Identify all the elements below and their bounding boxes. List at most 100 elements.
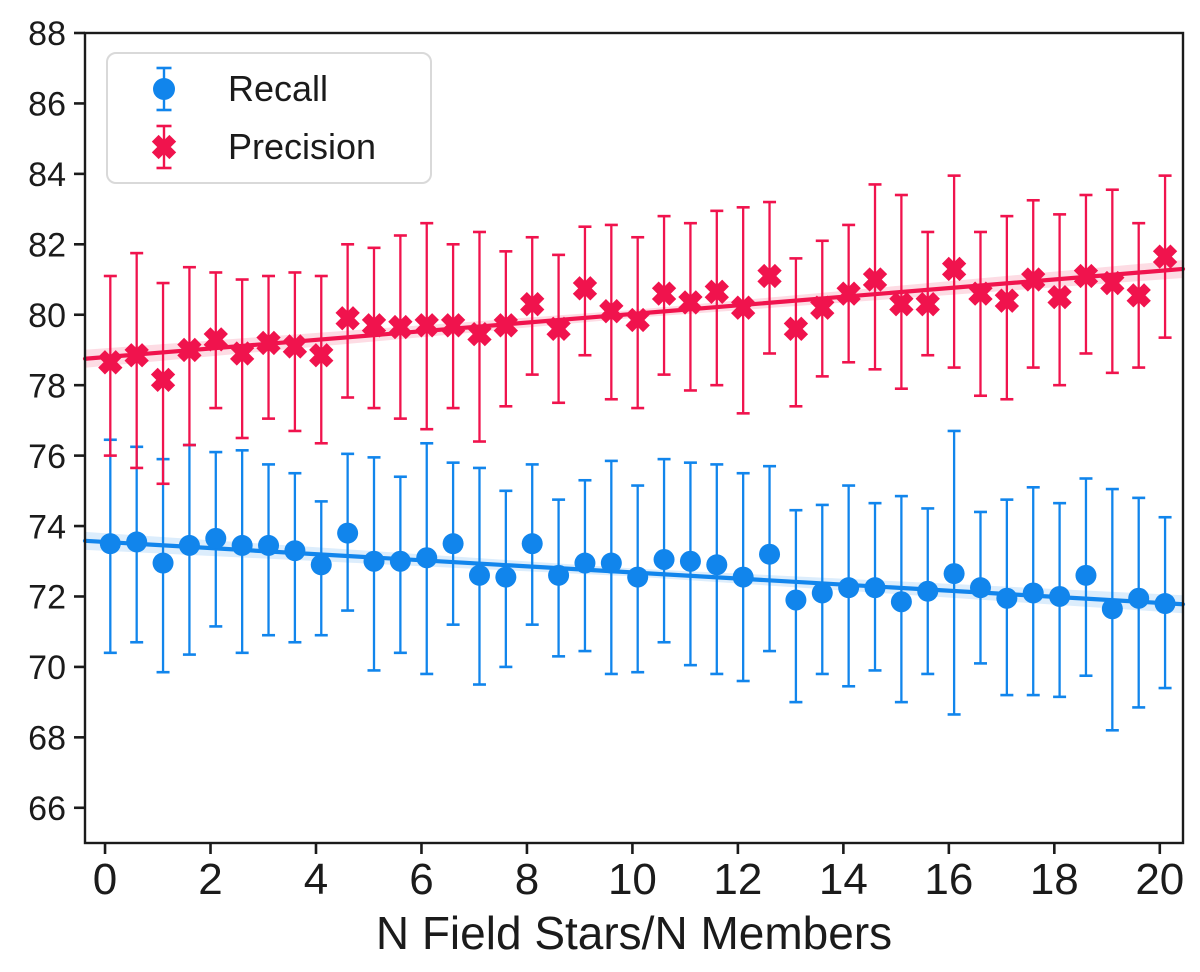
data-point-precision <box>731 295 756 320</box>
data-point-precision <box>1100 270 1125 296</box>
x-tick-label: 10 <box>608 855 657 904</box>
data-point-precision <box>599 299 624 324</box>
data-point-recall <box>706 554 728 576</box>
data-point-precision <box>836 281 861 306</box>
y-tick-label: 84 <box>28 156 66 194</box>
data-point-precision <box>520 292 545 317</box>
data-point-recall <box>838 577 860 599</box>
data-point-recall <box>337 522 359 544</box>
y-tick-label: 74 <box>28 508 66 546</box>
data-point-recall <box>574 552 596 574</box>
y-tick-label: 68 <box>28 720 66 758</box>
data-point-precision <box>757 263 782 289</box>
data-point-precision <box>1073 263 1099 289</box>
data-point-precision <box>309 343 334 368</box>
data-point-precision <box>678 290 703 315</box>
data-point-recall <box>811 582 833 604</box>
plot-border <box>83 31 1185 845</box>
x-tick-label: 12 <box>713 855 762 904</box>
x-tick-label: 6 <box>409 855 433 904</box>
data-point-recall <box>1049 585 1071 607</box>
data-point-recall <box>178 534 200 556</box>
data-point-recall <box>600 552 622 574</box>
data-point-precision <box>414 313 439 338</box>
x-tick-label: 4 <box>304 855 328 904</box>
data-point-recall <box>943 563 965 585</box>
data-point-recall <box>468 564 490 586</box>
data-point-recall <box>310 554 332 576</box>
data-point-precision <box>203 327 228 352</box>
data-point-recall <box>99 533 121 555</box>
data-point-recall <box>759 543 781 565</box>
data-point-precision <box>862 267 888 292</box>
data-point-precision <box>915 292 940 317</box>
recall-marker-icon <box>153 66 175 112</box>
data-point-precision <box>994 288 1020 313</box>
data-point-recall <box>205 527 227 549</box>
data-point-precision <box>783 316 809 341</box>
data-point-recall <box>231 534 253 556</box>
data-point-recall <box>521 533 543 555</box>
series-recall <box>82 429 1186 732</box>
data-point-recall <box>969 577 991 599</box>
data-point-recall <box>495 566 517 588</box>
data-point-precision <box>493 313 519 338</box>
x-tick-label: 20 <box>1135 855 1184 904</box>
data-point-recall <box>627 566 649 588</box>
data-point-recall <box>732 566 754 588</box>
data-point-precision <box>467 321 492 347</box>
legend-item-precision: Precision <box>146 119 430 175</box>
data-point-recall <box>1101 598 1123 620</box>
data-point-precision <box>625 307 650 333</box>
data-point-precision <box>150 367 176 393</box>
data-point-recall <box>1154 593 1176 615</box>
y-tick-label: 78 <box>28 367 66 405</box>
y-tick-label: 82 <box>28 227 66 265</box>
legend: Recall Precision <box>106 52 432 184</box>
x-tick-label: 8 <box>515 855 539 904</box>
data-point-recall <box>416 547 438 569</box>
data-point-recall <box>1022 582 1044 604</box>
data-point-precision <box>335 306 360 331</box>
y-tick-label: 88 <box>28 15 66 53</box>
data-point-precision <box>124 343 149 368</box>
series-precision <box>82 174 1186 486</box>
data-point-recall <box>258 534 280 556</box>
data-point-recall <box>996 587 1018 609</box>
data-point-recall <box>442 533 464 555</box>
data-point-recall <box>653 549 675 570</box>
data-point-precision <box>704 279 729 305</box>
data-point-precision <box>256 330 281 356</box>
legend-label-recall: Recall <box>228 68 329 109</box>
y-tick-label: 80 <box>28 297 66 335</box>
legend-item-recall: Recall <box>146 61 430 117</box>
data-point-recall <box>864 577 886 599</box>
precision-marker-icon <box>151 124 177 170</box>
data-point-precision <box>177 337 202 363</box>
data-point-recall <box>389 550 411 572</box>
data-point-recall <box>679 550 701 572</box>
x-tick-label: 18 <box>1030 855 1079 904</box>
y-tick-label: 76 <box>28 438 66 476</box>
data-point-recall <box>1075 564 1097 586</box>
data-point-precision <box>361 313 387 338</box>
y-tick-label: 66 <box>28 790 66 828</box>
data-point-precision <box>810 295 835 320</box>
data-point-recall <box>152 552 174 574</box>
data-point-precision <box>941 256 967 282</box>
data-point-precision <box>1126 283 1151 308</box>
x-tick-label: 14 <box>819 855 868 904</box>
data-point-precision <box>282 334 308 359</box>
data-point-precision <box>572 276 598 301</box>
data-point-recall <box>785 589 807 611</box>
data-point-recall <box>126 531 148 553</box>
data-point-precision <box>968 281 993 306</box>
data-point-precision <box>546 316 571 341</box>
data-point-recall <box>363 550 385 572</box>
x-tick-label: 16 <box>924 855 973 904</box>
data-point-precision <box>1021 267 1046 292</box>
data-point-precision <box>1047 284 1072 310</box>
data-point-recall <box>917 580 939 602</box>
